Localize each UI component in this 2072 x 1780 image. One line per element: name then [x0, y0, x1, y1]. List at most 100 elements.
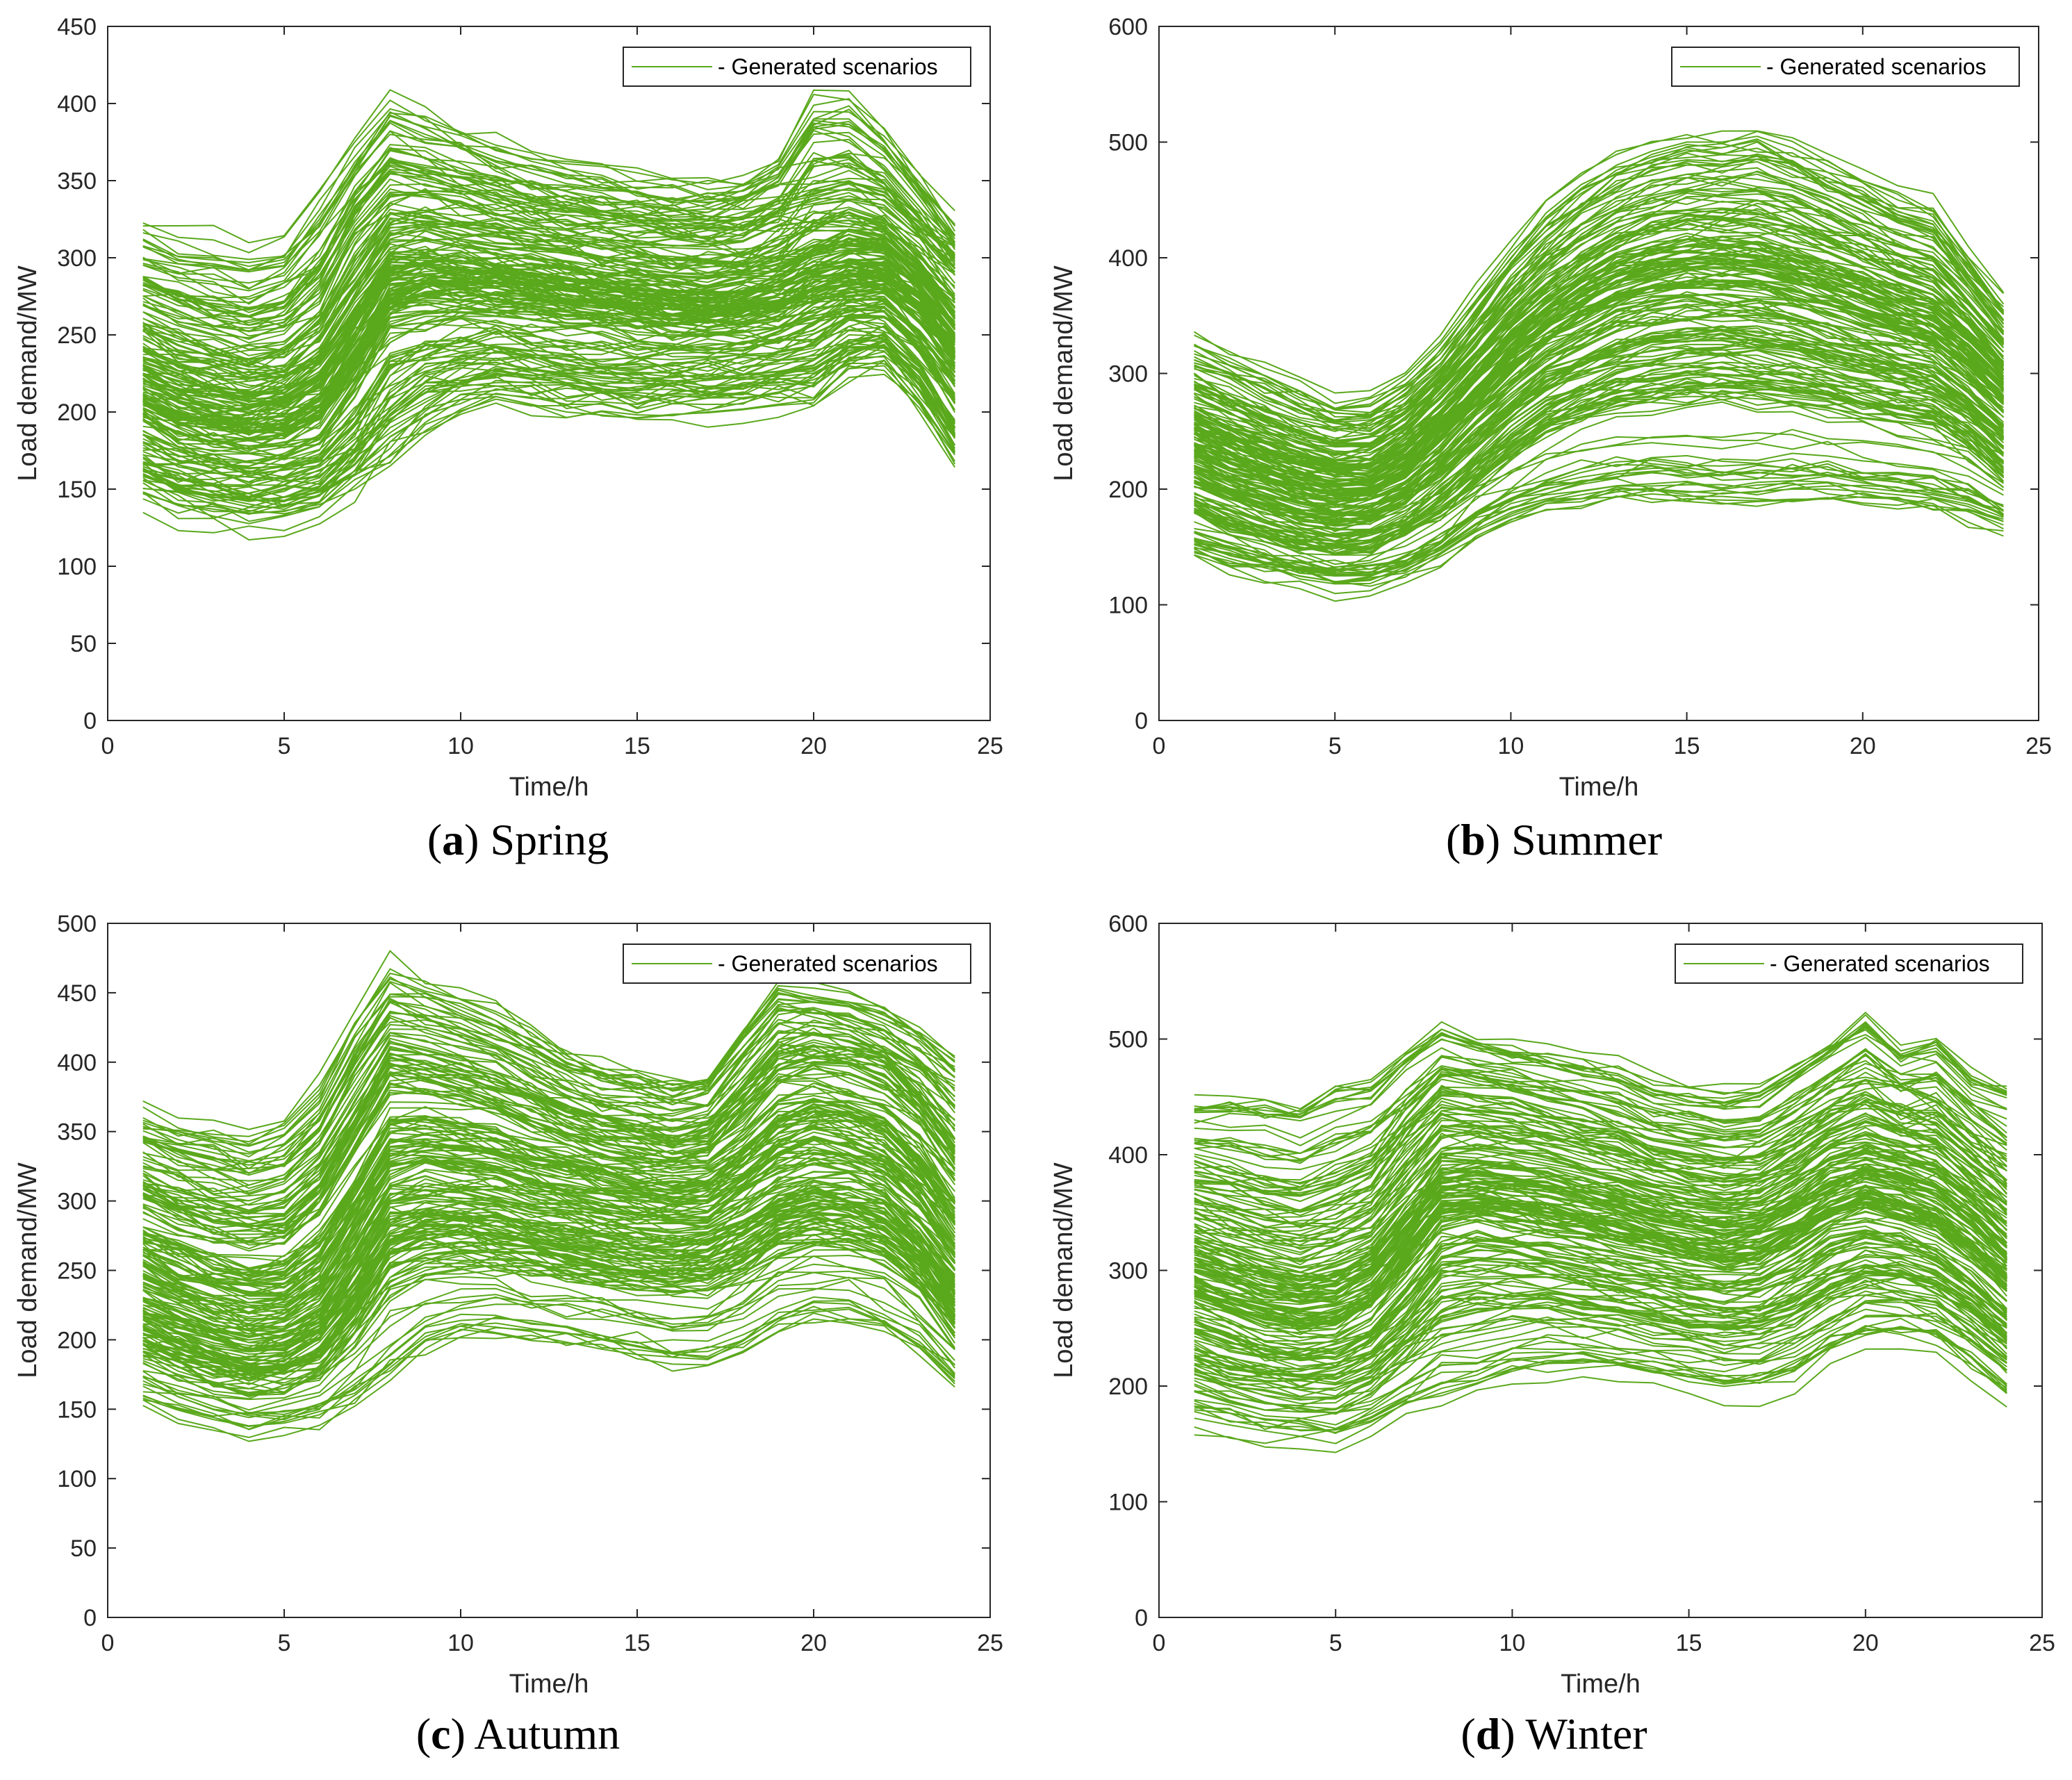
- scenario-line: [142, 1112, 955, 1250]
- scenario-line: [142, 219, 956, 371]
- scenario-line: [142, 1171, 955, 1338]
- scenario-line: [142, 108, 956, 261]
- scenario-line: [1194, 361, 2005, 538]
- scenario-line: [142, 1064, 956, 1226]
- scenario-line: [1194, 303, 2005, 503]
- scenario-line: [1194, 329, 2005, 518]
- scenario-line: [142, 238, 955, 385]
- scenario-line: [1194, 1314, 2007, 1431]
- scenario-line: [142, 157, 956, 318]
- scenario-line: [1194, 1066, 2007, 1192]
- series-line: [142, 233, 955, 379]
- x-tick-label: 15: [624, 733, 650, 759]
- scenario-line: [142, 343, 956, 502]
- scenario-line: [142, 120, 956, 289]
- scenario-line: [142, 1306, 955, 1431]
- y-tick-label: 400: [57, 91, 97, 117]
- y-tick-label: 150: [57, 1396, 97, 1423]
- scenario-line: [142, 1195, 955, 1353]
- scenario-line: [1194, 1098, 2007, 1237]
- series-line: [1194, 395, 2005, 554]
- caption-summer: (b) Summer: [1445, 815, 1663, 864]
- scenario-line: [1194, 294, 2005, 506]
- scenario-line: [142, 1131, 955, 1296]
- scenario-line: [142, 998, 955, 1171]
- scenario-line: [1194, 324, 2005, 526]
- scenario-line: [142, 1198, 956, 1361]
- legend-label: - Generated scenarios: [1766, 54, 1987, 79]
- scenario-line: [142, 1128, 955, 1294]
- scenario-line: [1194, 209, 2005, 448]
- x-tick-label: 20: [800, 733, 827, 759]
- series-line: [142, 1033, 956, 1213]
- scenario-line: [1194, 1014, 2007, 1117]
- scenario-line: [142, 1041, 956, 1228]
- scenario-line: [1194, 1174, 2007, 1292]
- series-line: [142, 303, 956, 462]
- y-tick-label: 50: [70, 631, 97, 657]
- scenario-line: [142, 1301, 955, 1421]
- scenario-line: [142, 1271, 955, 1431]
- scenario-line: [142, 182, 955, 344]
- x-tick-label: 15: [1674, 733, 1700, 759]
- scenario-line: [142, 1046, 956, 1211]
- x-tick-label: 10: [1497, 733, 1524, 759]
- scenario-line: [1194, 1163, 2007, 1289]
- scenario-line: [142, 1195, 955, 1355]
- scenario-line: [1194, 1279, 2007, 1405]
- scenario-line: [142, 1189, 955, 1352]
- scenario-line: [142, 89, 955, 244]
- series-line: [1194, 280, 2005, 496]
- scenario-line: [142, 248, 955, 394]
- scenario-line: [142, 1204, 956, 1365]
- legend-label: - Generated scenarios: [718, 54, 938, 79]
- scenario-line: [1194, 1037, 2007, 1124]
- scenario-line: [142, 219, 955, 371]
- scenario-line: [142, 1112, 955, 1280]
- x-tick-label: 25: [977, 1630, 1003, 1656]
- x-tick-label: 10: [447, 733, 474, 759]
- x-tick-label: 15: [624, 1630, 650, 1656]
- scenario-line: [142, 359, 956, 516]
- scenario-line: [142, 1001, 955, 1166]
- y-tick-label: 250: [57, 322, 97, 349]
- scenario-line: [1194, 193, 2005, 436]
- scenario-line: [1194, 1276, 2007, 1398]
- scenario-line: [142, 275, 955, 413]
- scenario-line: [142, 365, 955, 515]
- y-tick-label: 100: [1108, 1490, 1148, 1516]
- scenario-line: [142, 1162, 956, 1318]
- scenario-line: [142, 1215, 956, 1370]
- scenario-line: [142, 244, 956, 388]
- series-line: [142, 281, 955, 431]
- scenario-line: [142, 120, 956, 273]
- scenario-line: [142, 1110, 955, 1258]
- scenario-line: [142, 89, 955, 254]
- series-line: [1194, 1024, 2007, 1119]
- panel-winter: 0 5 10 15 20 25 0 100 200 300 400 500 600 Time/h Load …: [1036, 890, 2072, 1780]
- scenario-line: [142, 334, 956, 501]
- series-line: [142, 1308, 955, 1427]
- scenario-line: [1194, 1294, 2007, 1392]
- scenario-line: [142, 173, 955, 327]
- scenario-line: [142, 122, 955, 290]
- scenario-line: [1194, 1120, 2007, 1229]
- scenario-line: [142, 158, 955, 299]
- scenario-line: [142, 280, 956, 434]
- scenario-line: [1194, 239, 2005, 475]
- x-tick-label: 5: [278, 733, 291, 759]
- scenario-line: [1194, 489, 2004, 602]
- panel-spring: 0 5 10 15 20 25 0 50 100 150 200 250 300 350 400 450 Tim…: [0, 0, 1036, 890]
- scenario-line: [142, 189, 955, 337]
- scenario-line: [1194, 142, 2005, 409]
- scenario-line: [1194, 1308, 2007, 1426]
- scenario-lines: [142, 89, 956, 541]
- series-line: [1194, 1177, 2007, 1304]
- series-line: [142, 1137, 956, 1313]
- scenario-line: [1194, 349, 2005, 527]
- scenario-line: [142, 307, 956, 441]
- scenario-line: [1194, 1073, 2008, 1194]
- scenario-line: [1194, 454, 2004, 577]
- caption-autumn: (c) Autumn: [416, 1709, 620, 1758]
- scenario-line: [1194, 1132, 2007, 1255]
